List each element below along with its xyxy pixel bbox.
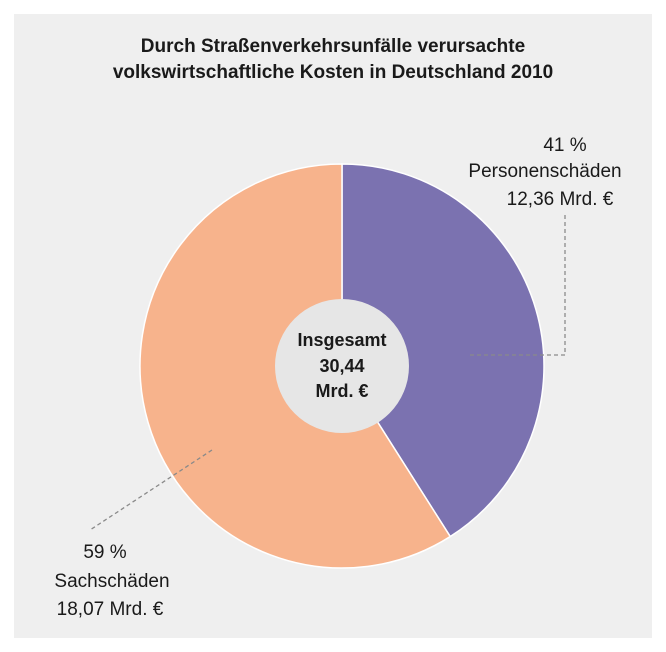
slice-label: Personenschäden bbox=[468, 161, 621, 182]
slice-label: Sachschäden bbox=[54, 571, 169, 592]
slice-label: 59 % bbox=[83, 542, 126, 563]
chart-title: volkswirtschaftliche Kosten in Deutschla… bbox=[113, 62, 553, 83]
center-label: Insgesamt bbox=[297, 330, 386, 350]
leader-line bbox=[470, 212, 566, 356]
center-label: Mrd. € bbox=[315, 381, 368, 401]
slice-label: 12,36 Mrd. € bbox=[507, 189, 614, 210]
chart-title: Durch Straßenverkehrsunfälle verursachte bbox=[141, 36, 525, 57]
leader-line bbox=[89, 449, 213, 531]
center-disc bbox=[275, 299, 409, 433]
slice-label: 18,07 Mrd. € bbox=[57, 599, 164, 620]
center-label: 30,44 bbox=[319, 356, 364, 376]
pie-slice bbox=[341, 163, 545, 538]
slice-label: 41 % bbox=[543, 135, 586, 156]
